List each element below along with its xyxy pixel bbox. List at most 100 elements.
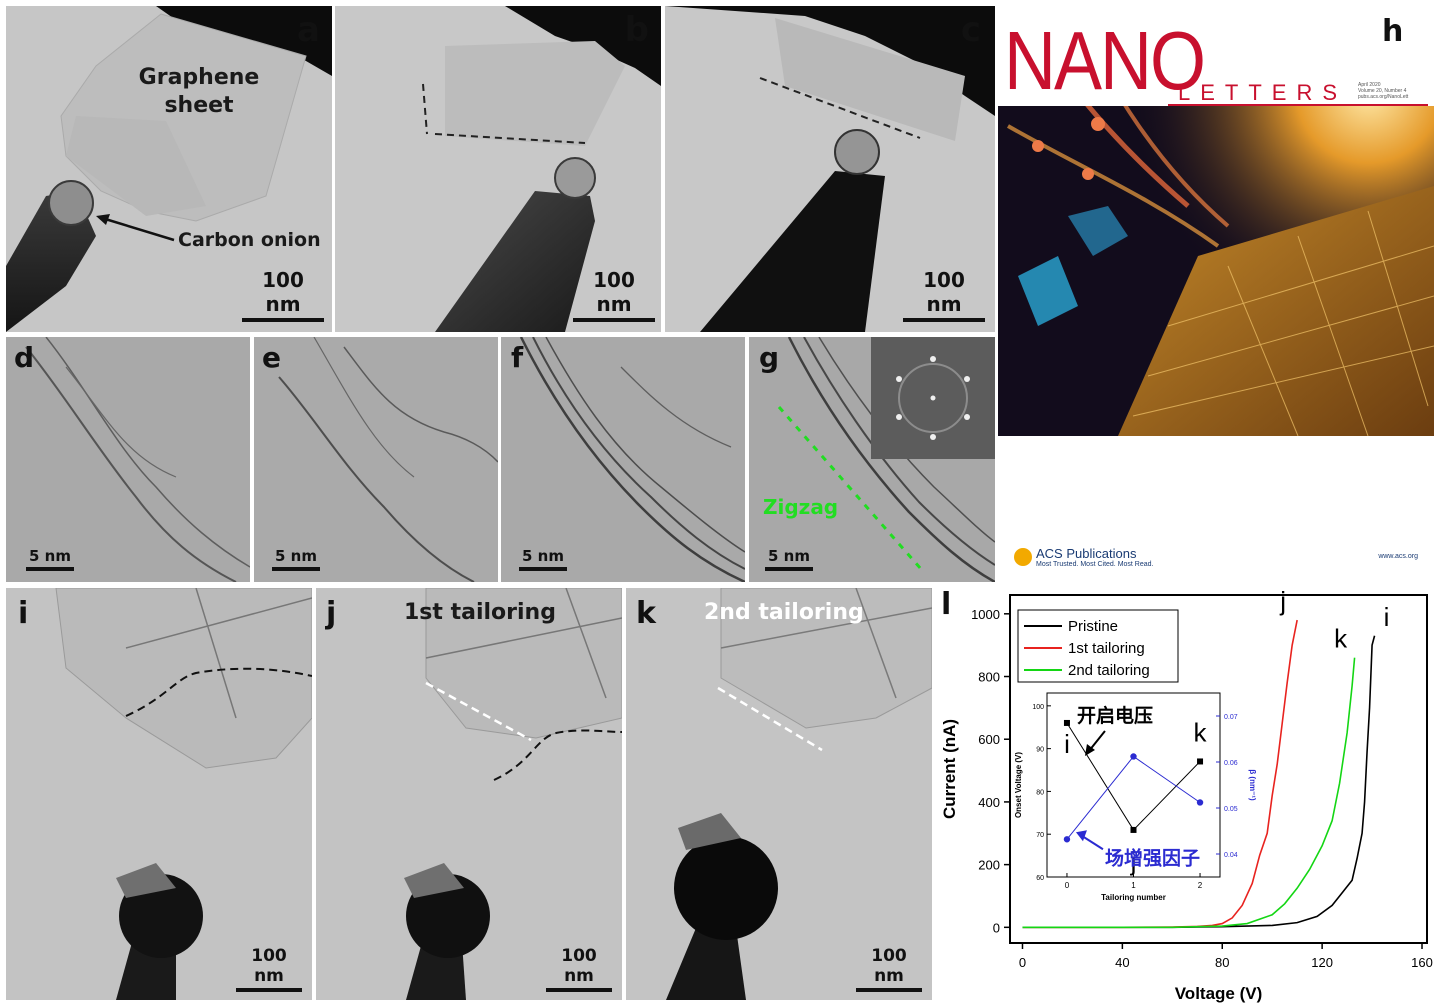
panel-c-image [665, 6, 995, 332]
panel-j-image [316, 588, 622, 1000]
carbon-onion-arrow [96, 214, 175, 242]
scale-bar-i-text: 100 nm [251, 946, 287, 986]
scale-bar-j: 100 nm [546, 946, 612, 992]
panel-g-image [749, 337, 995, 582]
scale-bar-e-line [272, 567, 320, 571]
x-tick-label: 80 [1215, 955, 1229, 970]
cover-publisher: ACS Publications [1036, 546, 1137, 561]
panel-a-label: a [297, 10, 320, 50]
panel-e-image [254, 337, 498, 582]
series-line-3 [1022, 657, 1356, 929]
inset-frame [1046, 692, 1221, 878]
scale-bar-k-text: 100 nm [871, 946, 907, 986]
inset-y-tick-label: 100 [1032, 704, 1044, 711]
inset-annotation-beta: 场增强因子 [1105, 846, 1200, 869]
inset-point-label-i: i [1064, 729, 1070, 759]
carbon-onion-label: Carbon onion [178, 229, 321, 251]
panel-i-label: i [18, 596, 29, 631]
scale-bar-d: 5 nm [26, 547, 74, 571]
scale-bar-f: 5 nm [519, 547, 567, 571]
inset-y-axis-title: Onset Voltage (V) [1014, 752, 1023, 818]
legend-label: Pristine [1068, 618, 1118, 635]
inset-point-label-j: j [1130, 846, 1137, 876]
scale-bar-g-text: 5 nm [768, 547, 810, 565]
series-end-label-k: k [1334, 624, 1348, 654]
scale-bar-k-line [856, 988, 922, 992]
scale-bar-a: 100 nm [242, 268, 324, 322]
scale-bar-i: 100 nm [236, 946, 302, 992]
scale-bar-b-line [573, 318, 655, 322]
panel-i-image [6, 588, 312, 1000]
cover-footer: ACS Publications Most Trusted. Most Cite… [998, 538, 1434, 579]
acs-logo-icon [1014, 548, 1032, 566]
panel-e-label: e [262, 341, 281, 374]
x-tick-label: 40 [1115, 955, 1129, 970]
inset-point-label-k: k [1194, 717, 1208, 747]
panel-g-label: g [759, 341, 780, 374]
scale-bar-d-text: 5 nm [29, 547, 71, 565]
cover-url: www.acs.org [1378, 553, 1418, 560]
scale-bar-d-line [26, 567, 74, 571]
inset-beta-point [1130, 753, 1137, 760]
scale-bar-g: 5 nm [765, 547, 813, 571]
panel-a: a Graphene sheet Carbon onion 100 nm [6, 6, 332, 332]
cover-issue-info: April 2020 Volume 20, Number 4 pubs.acs.… [1358, 82, 1408, 100]
panel-b-image [335, 6, 661, 332]
panel-f-image [501, 337, 745, 582]
y-tick-label: 600 [978, 732, 1000, 747]
scale-bar-e-text: 5 nm [275, 547, 317, 565]
panel-k-image [626, 588, 932, 1000]
x-axis-title: Voltage (V) [1175, 984, 1263, 1003]
scale-bar-f-line [519, 567, 567, 571]
inset-x-axis-title: Tailoring number [1101, 893, 1166, 902]
beta-arrowhead-icon [1075, 830, 1087, 842]
cover-issue-volume: Volume 20, Number 4 [1358, 88, 1407, 94]
inset-y-tick-label: 60 [1036, 875, 1044, 882]
scale-bar-i-line [236, 988, 302, 992]
inset-x-tick-label: 0 [1065, 881, 1070, 890]
inset-y2-tick-label: 0.05 [1224, 806, 1238, 813]
inset-y2-tick-label: 0.07 [1224, 714, 1238, 721]
panel-b-label: b [624, 10, 649, 50]
y-tick-label: 0 [993, 920, 1000, 935]
panel-d: d 5 nm [6, 337, 250, 582]
scale-bar-a-text: 100 nm [262, 268, 304, 316]
y-tick-label: 1000 [971, 607, 1000, 622]
inset-y-tick-label: 70 [1036, 832, 1044, 839]
panel-g: g Zigzag 5 nm [749, 337, 995, 582]
inset-y-tick-label: 80 [1036, 789, 1044, 796]
panel-l: l 0 40 80 120 160 0 200 400 600 800 1000 Voltage (V… [935, 585, 1435, 1003]
panel-k: k 2nd tailoring 100 nm [626, 588, 932, 1000]
panel-i: i 100 nm [6, 588, 312, 1000]
scale-bar-b-text: 100 nm [593, 268, 635, 316]
plot-frame [1009, 594, 1428, 944]
cover-masthead-letters: LETTERS [1178, 80, 1348, 105]
panel-d-label: d [14, 341, 35, 374]
inset-onset-point [1197, 758, 1204, 765]
inset-y2-tick-label: 0.06 [1224, 760, 1238, 767]
inset-annotation-onset: 开启电压 [1077, 704, 1153, 727]
onset-arrowhead-icon [1084, 743, 1095, 756]
inset-onset-point [1130, 826, 1137, 833]
scale-bar-j-text: 100 nm [561, 946, 597, 986]
x-tick-label: 160 [1411, 955, 1433, 970]
x-tick-label: 120 [1311, 955, 1333, 970]
inset-beta-point [1063, 836, 1071, 843]
panel-j-label: j [326, 596, 337, 631]
panel-d-image [6, 337, 250, 582]
zigzag-label: Zigzag [763, 495, 839, 519]
graphene-sheet-label: Graphene sheet [138, 65, 260, 118]
y-tick-label: 800 [978, 670, 1000, 685]
cover-masthead: NANO LETTERS April 2020 Volume 20, Numbe… [998, 6, 1434, 106]
inset-y-tick-label: 90 [1036, 747, 1044, 754]
cover-issue-url: pubs.acs.org/NanoLett [1358, 94, 1409, 100]
scale-bar-c-line [903, 318, 985, 322]
panel-j: j 1st tailoring 100 nm [316, 588, 622, 1000]
scale-bar-a-line [242, 318, 324, 322]
inset-x-tick-label: 2 [1198, 881, 1203, 890]
x-tick-label: 0 [1019, 955, 1026, 970]
panel-h-label: h [1382, 14, 1404, 49]
scale-bar-f-text: 5 nm [522, 547, 564, 565]
y-axis-title: Current (nA) [940, 719, 959, 819]
